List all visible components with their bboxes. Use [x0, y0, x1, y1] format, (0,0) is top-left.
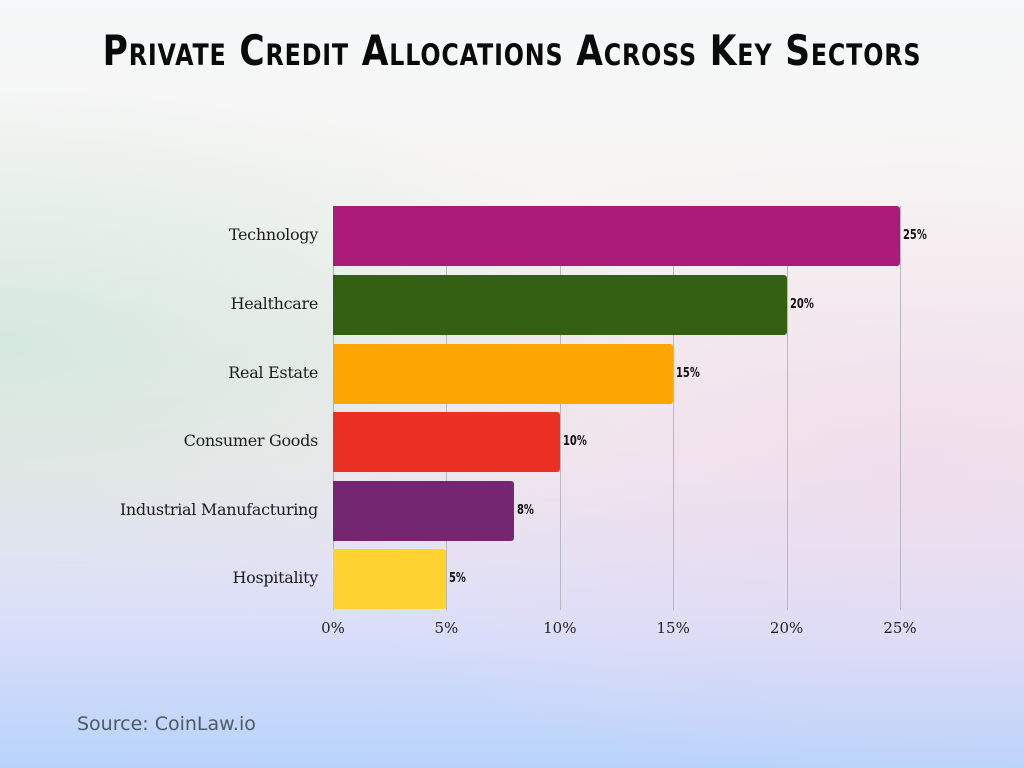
bar-industrial-manufacturing: [333, 481, 515, 541]
bar-real-estate: [333, 344, 674, 404]
bar-healthcare: [333, 275, 787, 335]
category-label: Industrial Manufacturing: [119, 500, 318, 519]
x-tick-label: 5%: [434, 619, 459, 637]
bar-consumer-goods: [333, 412, 560, 472]
chart-title: Private Credit Allocations Across Key Se…: [102, 26, 922, 75]
category-label: Real Estate: [228, 363, 318, 382]
y-axis-line: [333, 206, 334, 610]
category-label: Hospitality: [232, 568, 318, 587]
gridline-25: [900, 206, 901, 610]
category-label: Consumer Goods: [183, 431, 319, 450]
gridline-10: [560, 206, 561, 610]
bar-hospitality: [333, 549, 447, 609]
value-label: 8%: [517, 503, 535, 518]
value-label: 15%: [676, 366, 700, 381]
plot-area: 25% 20% 15% 10% 8% 5%: [333, 196, 927, 616]
value-label: 10%: [562, 434, 587, 449]
gridline-5: [446, 206, 447, 610]
gridline-20: [787, 206, 788, 610]
x-tick-label: 10%: [543, 619, 577, 637]
value-label: 20%: [789, 297, 814, 312]
x-tick-label: 0%: [321, 619, 345, 637]
source-note: Source: CoinLaw.io: [77, 713, 256, 735]
x-tick-label: 25%: [883, 619, 917, 637]
category-label: Healthcare: [230, 294, 319, 313]
x-tick-label: 15%: [656, 619, 690, 637]
gridline-15: [673, 206, 674, 610]
bar-technology: [333, 206, 900, 266]
x-tick-label: 20%: [769, 619, 804, 637]
category-label: Technology: [228, 225, 318, 244]
value-label: 25%: [903, 228, 927, 243]
value-label: 5%: [449, 571, 467, 586]
